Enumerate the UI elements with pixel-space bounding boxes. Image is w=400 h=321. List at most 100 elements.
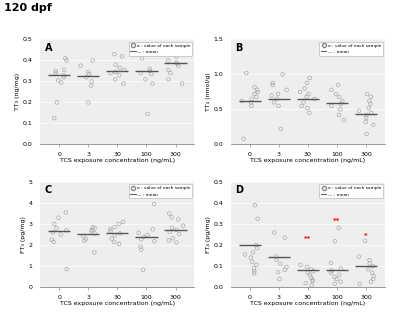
Point: [364, 112, 370, 117]
Point: [336, 94, 342, 100]
Point: [51, 116, 58, 121]
Y-axis label: TT₃ (ng/mg): TT₃ (ng/mg): [15, 74, 20, 110]
Point: [92, 231, 98, 236]
Point: [50, 239, 57, 244]
Point: [305, 91, 312, 97]
Point: [275, 270, 281, 275]
Point: [175, 217, 182, 222]
Point: [112, 69, 118, 74]
Point: [170, 236, 176, 241]
Point: [243, 71, 250, 76]
Point: [328, 270, 334, 275]
Point: [271, 100, 277, 105]
Point: [107, 227, 114, 232]
Point: [88, 79, 95, 84]
Point: [275, 103, 282, 108]
Point: [92, 226, 98, 231]
Y-axis label: TT₄ (nmol/g): TT₄ (nmol/g): [206, 73, 211, 111]
Point: [90, 58, 96, 63]
Point: [336, 272, 342, 277]
Point: [338, 266, 344, 271]
Point: [148, 72, 154, 77]
Point: [63, 228, 70, 233]
Point: [270, 82, 276, 88]
Point: [58, 232, 64, 237]
Point: [165, 77, 172, 82]
Text: A: A: [45, 43, 52, 53]
Point: [83, 236, 89, 241]
Point: [138, 237, 144, 242]
Point: [62, 56, 68, 61]
Point: [278, 126, 284, 132]
X-axis label: TCS exposure concentration (ng/mL): TCS exposure concentration (ng/mL): [250, 301, 366, 306]
Point: [81, 238, 88, 243]
Point: [60, 73, 67, 78]
Point: [90, 225, 96, 230]
Point: [328, 103, 335, 108]
Point: [362, 238, 368, 243]
Point: [54, 100, 60, 105]
Point: [120, 81, 127, 86]
Text: *: *: [364, 233, 368, 239]
Point: [111, 225, 118, 230]
Point: [306, 75, 313, 81]
Point: [254, 87, 260, 92]
Point: [249, 259, 256, 265]
Point: [136, 230, 142, 235]
Point: [107, 71, 114, 76]
Point: [83, 75, 90, 80]
Point: [121, 67, 128, 73]
Point: [368, 279, 374, 284]
Point: [58, 80, 64, 85]
Point: [370, 122, 376, 127]
Point: [151, 239, 158, 244]
Point: [308, 266, 314, 272]
Point: [275, 91, 281, 97]
Point: [174, 61, 180, 66]
Text: D: D: [236, 185, 244, 195]
Point: [338, 101, 344, 106]
Point: [91, 250, 98, 255]
Point: [139, 56, 145, 61]
Point: [180, 223, 186, 228]
Point: [311, 96, 318, 101]
Point: [112, 62, 119, 67]
Point: [140, 234, 147, 239]
Point: [356, 281, 363, 286]
Point: [308, 275, 314, 280]
Point: [138, 247, 144, 252]
Point: [60, 75, 67, 80]
Point: [253, 242, 259, 247]
Point: [80, 234, 86, 239]
Legend: o : value of each sample, — : mean: o : value of each sample, — : mean: [319, 184, 383, 198]
Point: [112, 233, 118, 238]
Point: [304, 265, 310, 270]
X-axis label: TCS exposure concentration (ng/mL): TCS exposure concentration (ng/mL): [250, 158, 366, 163]
Point: [144, 111, 151, 117]
Point: [50, 230, 56, 235]
Point: [370, 273, 377, 279]
Point: [251, 91, 258, 97]
Point: [150, 227, 156, 232]
Point: [140, 267, 146, 272]
Point: [85, 100, 92, 105]
Point: [248, 255, 254, 260]
Point: [331, 274, 338, 280]
Point: [368, 94, 374, 100]
Point: [328, 260, 334, 265]
Point: [304, 80, 310, 85]
Point: [333, 91, 339, 97]
Point: [151, 202, 157, 207]
Point: [85, 69, 92, 74]
Legend: o : value of each sample, — : mean: o : value of each sample, — : mean: [319, 42, 383, 56]
Point: [366, 99, 373, 104]
Point: [137, 244, 144, 249]
Point: [239, 99, 245, 104]
Text: C: C: [45, 185, 52, 195]
Point: [149, 81, 156, 86]
Point: [116, 65, 123, 70]
Point: [356, 254, 362, 259]
Point: [302, 281, 309, 286]
Y-axis label: FT₄ (pg/mg): FT₄ (pg/mg): [206, 216, 210, 253]
Point: [276, 276, 283, 282]
